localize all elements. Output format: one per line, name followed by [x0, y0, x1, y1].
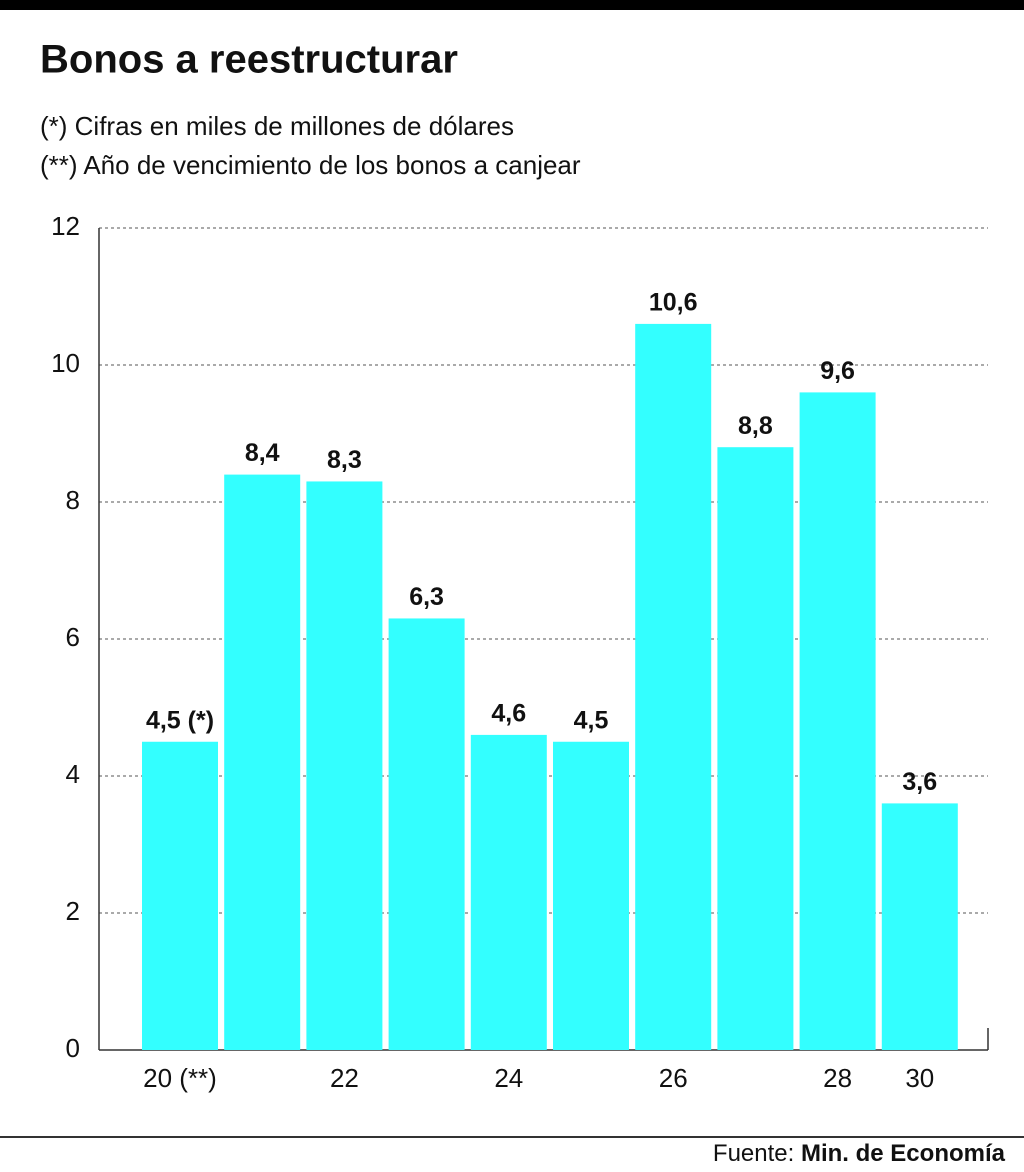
y-tick-label: 8 — [66, 485, 80, 515]
x-tick-label: 26 — [659, 1063, 688, 1093]
bar — [799, 392, 876, 1050]
subtitle: (**) Año de vencimiento de los bonos a c… — [40, 150, 581, 180]
bar — [635, 323, 712, 1050]
x-tick-label: 28 — [823, 1063, 852, 1093]
value-label: 4,5 (*) — [146, 706, 214, 734]
x-tick-label: 24 — [494, 1063, 523, 1093]
value-label: 6,3 — [409, 583, 444, 611]
value-label: 8,4 — [245, 439, 280, 467]
y-tick-label: 12 — [51, 211, 80, 241]
value-label: 3,6 — [902, 768, 937, 796]
y-tick-label: 4 — [66, 759, 80, 789]
x-tick-label: 22 — [330, 1063, 359, 1093]
bar — [224, 474, 301, 1051]
bar — [881, 803, 958, 1050]
bar — [306, 481, 383, 1050]
y-tick-label: 0 — [66, 1033, 80, 1063]
bar — [470, 734, 547, 1050]
bar — [553, 741, 629, 1050]
value-label: 10,6 — [649, 289, 698, 317]
value-label: 9,6 — [820, 357, 855, 385]
bar — [717, 447, 794, 1050]
x-tick-label: 20 (**) — [143, 1063, 217, 1093]
chart-title: Bonos a reestructurar — [40, 38, 458, 82]
y-tick-label: 6 — [66, 622, 80, 652]
x-tick-label: 30 — [905, 1063, 934, 1093]
value-label: 4,5 — [574, 706, 609, 734]
subtitle: (*) Cifras en miles de millones de dólar… — [40, 111, 514, 141]
bar — [388, 618, 465, 1050]
top-bar — [0, 0, 1024, 10]
y-tick-label: 2 — [66, 896, 80, 926]
bar — [142, 741, 218, 1050]
y-tick-label: 10 — [51, 348, 80, 378]
source-name: Min. de Economía — [801, 1140, 1006, 1167]
value-label: 4,6 — [491, 700, 526, 728]
value-label: 8,8 — [738, 412, 773, 440]
value-label: 8,3 — [327, 446, 362, 474]
source-label: Fuente: — [713, 1140, 794, 1167]
source: Fuente: Min. de Economía — [713, 1140, 1006, 1167]
